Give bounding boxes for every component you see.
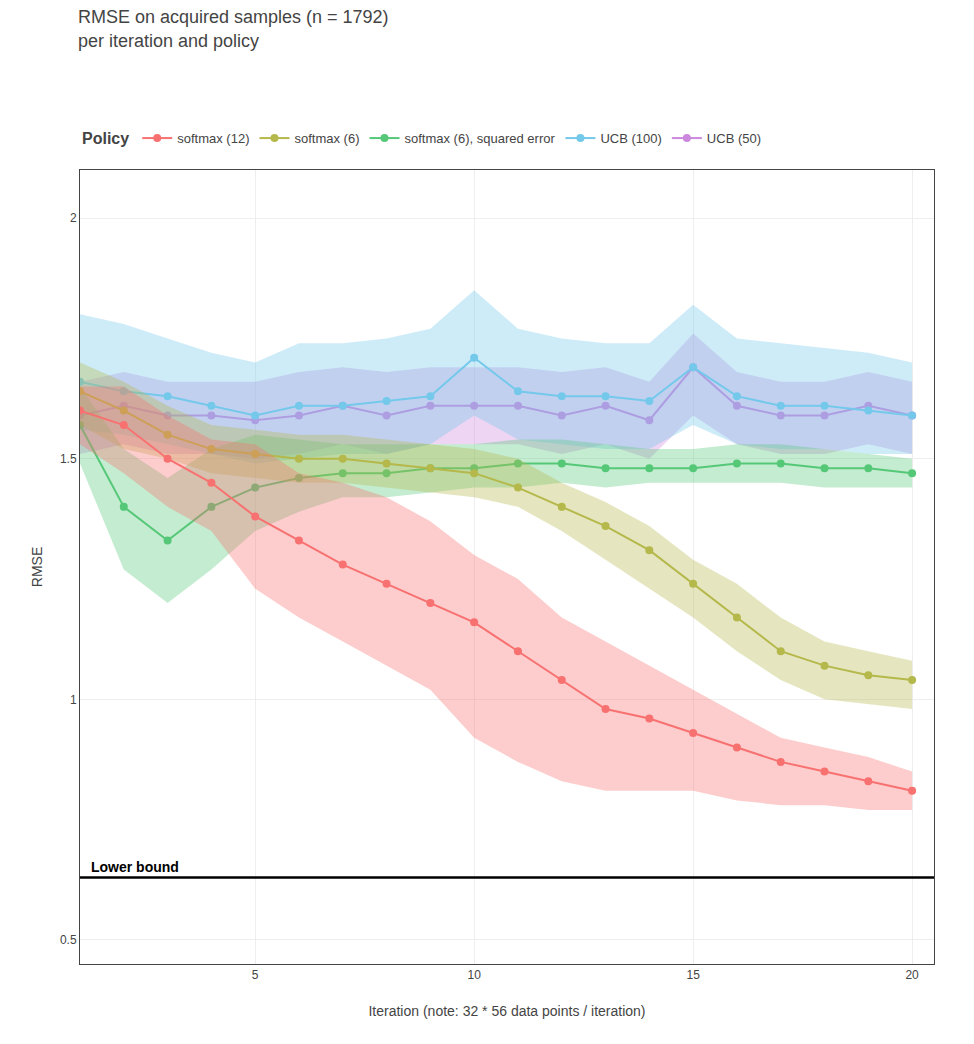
svg-text:Policy: Policy — [82, 130, 129, 147]
svg-text:RMSE: RMSE — [29, 547, 45, 587]
svg-text:softmax (6), squared error: softmax (6), squared error — [405, 131, 556, 146]
svg-text:softmax (6): softmax (6) — [294, 131, 359, 146]
svg-text:2: 2 — [70, 211, 77, 225]
svg-text:RMSE on acquired samples (n =: RMSE on acquired samples (n = 1792)per i… — [78, 7, 389, 50]
svg-text:0.5: 0.5 — [60, 933, 77, 947]
svg-text:Iteration (note: 32 * 56 data: Iteration (note: 32 * 56 data points / i… — [368, 1003, 645, 1019]
svg-text:UCB (100): UCB (100) — [600, 131, 661, 146]
svg-text:1: 1 — [70, 693, 77, 707]
svg-text:Lower bound: Lower bound — [91, 859, 179, 875]
svg-text:softmax (12): softmax (12) — [177, 131, 249, 146]
svg-text:UCB (50): UCB (50) — [707, 131, 761, 146]
svg-text:5: 5 — [252, 968, 259, 982]
svg-text:1.5: 1.5 — [60, 452, 77, 466]
svg-text:20: 20 — [905, 968, 919, 982]
svg-text:15: 15 — [686, 968, 700, 982]
svg-text:10: 10 — [467, 968, 481, 982]
